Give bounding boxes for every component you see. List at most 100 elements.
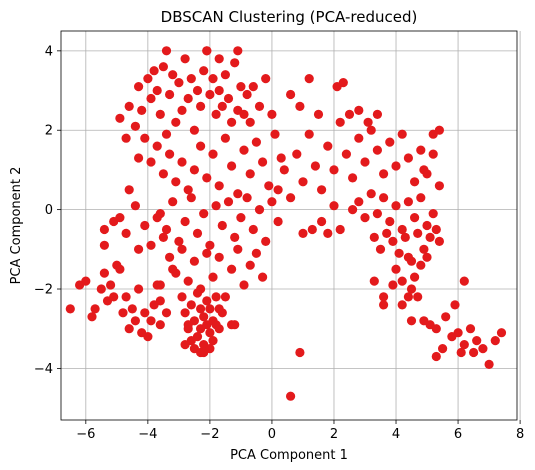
data-point bbox=[360, 213, 370, 223]
data-point bbox=[220, 292, 230, 302]
data-point bbox=[202, 46, 212, 56]
data-point bbox=[87, 312, 97, 322]
data-point bbox=[341, 149, 351, 159]
data-point bbox=[403, 153, 413, 163]
data-point bbox=[196, 347, 206, 358]
y-axis-label: PCA Component 2 bbox=[9, 167, 24, 285]
data-point bbox=[121, 292, 131, 302]
y-tick-label: 0 bbox=[45, 203, 53, 218]
data-point bbox=[453, 328, 463, 338]
data-point bbox=[192, 228, 203, 238]
data-point bbox=[391, 264, 401, 274]
data-point bbox=[214, 54, 224, 64]
data-point bbox=[406, 316, 417, 326]
x-tick-label: −2 bbox=[200, 427, 219, 442]
data-point bbox=[158, 62, 168, 72]
data-point bbox=[168, 264, 178, 274]
data-point bbox=[251, 248, 261, 258]
data-point bbox=[180, 216, 190, 227]
data-point bbox=[211, 201, 221, 211]
data-point bbox=[205, 344, 215, 354]
data-point bbox=[230, 58, 240, 68]
data-point bbox=[186, 193, 196, 203]
data-point bbox=[180, 340, 190, 350]
data-point bbox=[369, 232, 379, 242]
data-point bbox=[121, 133, 131, 143]
data-point bbox=[419, 244, 429, 254]
data-point bbox=[214, 85, 224, 96]
data-point bbox=[310, 161, 320, 171]
data-point bbox=[261, 236, 271, 246]
data-point bbox=[496, 328, 507, 338]
data-point bbox=[286, 391, 296, 401]
data-point bbox=[251, 137, 261, 147]
data-point bbox=[354, 133, 364, 143]
data-point bbox=[459, 340, 469, 350]
data-point bbox=[428, 209, 438, 219]
data-points bbox=[65, 46, 507, 401]
data-point bbox=[196, 304, 206, 314]
data-point bbox=[348, 173, 358, 183]
data-point bbox=[115, 113, 125, 123]
data-point bbox=[348, 205, 358, 215]
data-point bbox=[363, 117, 373, 127]
data-point bbox=[236, 82, 246, 92]
data-point bbox=[413, 228, 423, 238]
data-point bbox=[335, 117, 345, 127]
x-axis-label: PCA Component 1 bbox=[230, 448, 348, 463]
data-point bbox=[382, 228, 392, 238]
data-point bbox=[180, 54, 190, 64]
data-point bbox=[143, 332, 153, 342]
data-point bbox=[161, 224, 172, 235]
data-point bbox=[158, 169, 168, 179]
axis-ticks: −6 −4 −2 0 2 4 6 8 −4 −2 0 2 4 bbox=[34, 44, 524, 442]
data-point bbox=[202, 296, 212, 306]
data-point bbox=[270, 129, 280, 139]
data-point bbox=[227, 117, 237, 127]
data-point bbox=[168, 197, 178, 207]
data-point bbox=[189, 256, 199, 266]
data-point bbox=[360, 157, 370, 167]
data-point bbox=[205, 328, 215, 338]
data-point bbox=[65, 304, 75, 314]
data-point bbox=[124, 185, 134, 195]
data-point bbox=[329, 201, 339, 211]
x-tick-label: 0 bbox=[268, 427, 276, 442]
data-point bbox=[109, 292, 119, 302]
data-point bbox=[385, 137, 395, 147]
data-point bbox=[146, 157, 156, 167]
data-point bbox=[118, 308, 128, 318]
data-point bbox=[329, 165, 339, 175]
data-point bbox=[264, 181, 274, 191]
data-point bbox=[192, 288, 203, 298]
data-point bbox=[385, 216, 395, 227]
data-point bbox=[196, 101, 206, 111]
data-point bbox=[233, 189, 243, 199]
data-point bbox=[410, 272, 420, 282]
x-tick-label: 2 bbox=[330, 427, 338, 442]
data-point bbox=[183, 93, 193, 104]
data-point bbox=[248, 82, 258, 92]
data-point bbox=[168, 70, 178, 80]
data-point bbox=[366, 125, 376, 135]
plot-frame bbox=[60, 30, 518, 421]
data-point bbox=[438, 344, 448, 354]
data-point bbox=[372, 109, 382, 119]
data-point bbox=[410, 213, 420, 223]
data-point bbox=[205, 240, 215, 250]
x-tick-label: −6 bbox=[76, 427, 95, 442]
data-point bbox=[155, 280, 165, 290]
x-tick-label: 8 bbox=[516, 427, 524, 442]
data-point bbox=[298, 228, 308, 238]
data-point bbox=[273, 216, 283, 227]
data-point bbox=[214, 304, 224, 314]
data-point bbox=[431, 224, 441, 235]
data-point bbox=[199, 312, 209, 322]
data-point bbox=[220, 133, 230, 143]
data-point bbox=[214, 181, 224, 191]
chart-title: DBSCAN Clustering (PCA-reduced) bbox=[161, 8, 418, 26]
data-point bbox=[205, 304, 215, 314]
data-point bbox=[202, 248, 212, 258]
data-point bbox=[422, 252, 432, 262]
